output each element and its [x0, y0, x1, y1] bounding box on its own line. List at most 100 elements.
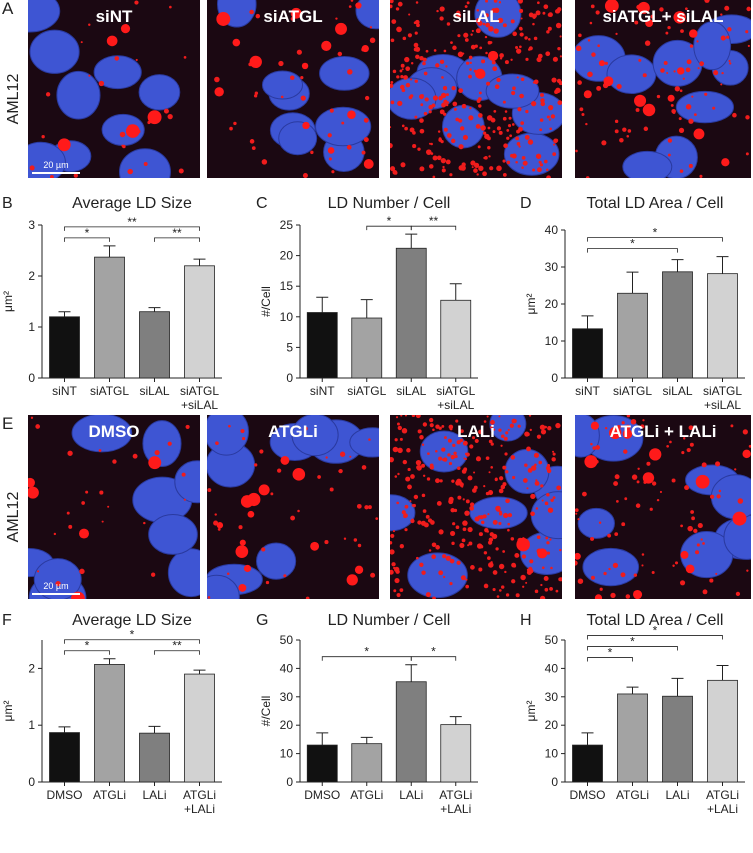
lipid-droplet: [395, 416, 399, 419]
x-tick-label: siATGL: [703, 384, 742, 398]
x-tick-label: ATGLi: [439, 788, 472, 802]
lipid-droplet: [419, 55, 424, 61]
lipid-droplet: [553, 143, 556, 146]
lipid-droplet: [292, 468, 306, 481]
lipid-droplet: [614, 474, 620, 480]
lipid-droplet: [457, 495, 462, 500]
lipid-droplet: [596, 85, 602, 91]
error-bar: [103, 245, 116, 258]
bar: [49, 316, 80, 379]
lipid-droplet: [691, 516, 695, 521]
lipid-droplet: [455, 117, 460, 122]
lipid-droplet: [438, 95, 443, 101]
lipid-droplet: [432, 175, 436, 178]
lipid-droplet: [534, 589, 539, 594]
error-bar: [405, 664, 418, 682]
lipid-droplet: [439, 109, 445, 115]
lipid-droplet: [88, 74, 91, 77]
error-bar: [581, 732, 594, 746]
lipid-droplet: [488, 50, 499, 61]
lipid-droplet: [426, 477, 431, 481]
lipid-droplet: [475, 28, 481, 34]
lipid-droplet: [583, 90, 592, 99]
lipid-droplet: [450, 530, 456, 537]
lipid-droplet: [552, 152, 557, 156]
panel-label: B: [2, 195, 13, 212]
y-tick-label: 5: [286, 340, 293, 354]
lipid-droplet: [584, 455, 598, 469]
lipid-droplet: [407, 467, 411, 472]
nucleus: [71, 415, 133, 453]
lipid-droplet: [416, 465, 421, 470]
lipid-droplet: [621, 421, 625, 425]
error-bar: [626, 271, 639, 294]
lipid-droplet: [348, 5, 352, 8]
lipid-droplet: [450, 454, 456, 460]
nucleus: [167, 548, 200, 598]
micrograph: [575, 415, 751, 599]
lipid-droplet: [455, 419, 459, 423]
lipid-droplet: [421, 94, 424, 97]
lipid-droplet: [685, 564, 695, 574]
lipid-droplet: [626, 415, 631, 418]
lipid-droplet: [546, 168, 549, 171]
scale-bar-label: 20 µm: [43, 581, 68, 591]
lipid-droplet: [329, 108, 334, 113]
lipid-droplet: [607, 533, 612, 538]
lipid-droplet: [475, 124, 481, 129]
lipid-droplet: [419, 118, 424, 123]
bar: [707, 273, 738, 379]
y-tick-label: 2: [28, 661, 35, 675]
lipid-droplet: [446, 22, 451, 26]
lipid-droplet: [443, 127, 448, 132]
nucleus: [261, 70, 304, 100]
lipid-droplet: [478, 532, 483, 537]
y-tick-label: 30: [280, 690, 294, 704]
lipid-droplet: [585, 122, 588, 126]
lipid-droplet: [410, 518, 415, 524]
x-tick-label: +siLAL: [704, 398, 741, 412]
lipid-droplet: [469, 68, 472, 71]
y-tick-label: 10: [545, 747, 559, 761]
lipid-droplet: [538, 460, 543, 465]
x-tick-label: siATGL: [613, 384, 652, 398]
error-bar: [360, 299, 373, 319]
lipid-droplet: [415, 19, 420, 25]
lipid-droplet: [463, 467, 468, 472]
lipid-droplet: [591, 52, 596, 57]
lipid-droplet: [350, 0, 354, 2]
lipid-droplet: [517, 107, 522, 112]
error-bar: [316, 296, 329, 313]
lipid-droplet: [507, 522, 511, 526]
lipid-droplet: [421, 493, 426, 498]
lipid-droplet: [696, 40, 699, 43]
lipid-droplet: [339, 451, 346, 457]
lipid-droplet: [551, 457, 556, 462]
lipid-droplet: [396, 501, 399, 505]
lipid-droplet: [476, 173, 479, 176]
lipid-droplet: [439, 16, 444, 21]
lipid-droplet: [704, 0, 710, 3]
lipid-droplet: [432, 428, 435, 431]
lipid-droplet: [154, 449, 160, 456]
lipid-droplet: [615, 32, 618, 36]
bar: [139, 732, 170, 783]
image-label: siLAL: [452, 7, 499, 26]
image-label: siATGL: [263, 7, 322, 26]
lipid-droplet: [427, 452, 430, 456]
lipid-droplet: [680, 29, 684, 33]
lipid-droplet: [185, 424, 190, 429]
lipid-droplet: [305, 596, 310, 599]
lipid-droplet: [394, 475, 398, 478]
lipid-droplet: [232, 38, 241, 47]
nucleus: [693, 21, 732, 71]
x-tick-label: +siLAL: [181, 398, 218, 412]
lipid-droplet: [259, 449, 264, 454]
lipid-droplet: [493, 28, 499, 34]
x-tick-label: ATGLi: [350, 788, 383, 802]
lipid-droplet: [516, 76, 519, 79]
lipid-droplet: [303, 426, 308, 431]
panel-label: E: [2, 414, 13, 433]
lipid-droplet: [467, 544, 470, 547]
lipid-droplet: [634, 20, 639, 25]
